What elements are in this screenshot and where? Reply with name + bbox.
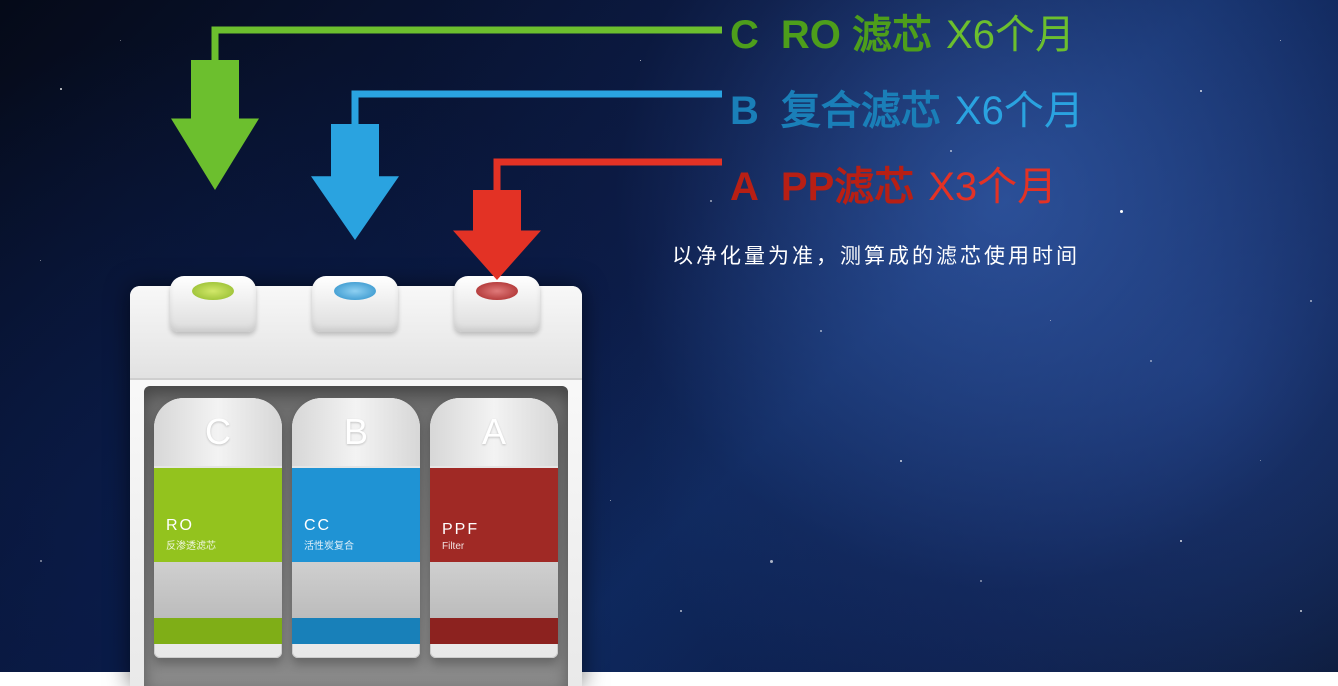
cartridge-b-code: CC <box>304 517 408 535</box>
device-top-panel <box>130 286 582 380</box>
cartridge-b-letter: B <box>292 398 420 468</box>
legend-b-period: X6个月 <box>955 78 1084 136</box>
cap-c <box>170 276 256 332</box>
cap-b <box>312 276 398 332</box>
legend-c-period: X6个月 <box>946 2 1075 60</box>
cartridge-c-letter: C <box>154 398 282 468</box>
cartridge-b-sub: 活性炭复合 <box>304 537 408 552</box>
cartridge-b: B CC 活性炭复合 <box>292 398 420 658</box>
footnote: 以净化量为准，测算成的滤芯使用时间 <box>672 240 1080 270</box>
legend-c-name: RO 滤芯 <box>781 2 932 60</box>
cartridge-a-sub: Filter <box>442 541 546 552</box>
cartridge-c-sub: 反渗透滤芯 <box>166 537 270 552</box>
cartridge-a-letter: A <box>430 398 558 468</box>
legend-c-letter: C <box>730 13 759 58</box>
cartridge-c: C RO 反渗透滤芯 <box>154 398 282 658</box>
cartridge-a-code: PPF <box>442 521 546 539</box>
legend-a-name: PP滤芯 <box>781 154 914 212</box>
legend-a-letter: A <box>730 165 759 210</box>
legend-b-letter: B <box>730 89 759 134</box>
cartridge-c-code: RO <box>166 517 270 535</box>
legend: C RO 滤芯 X6个月 B 复合滤芯 X6个月 A PP滤芯 X3个月 <box>730 0 1084 212</box>
legend-b-name: 复合滤芯 <box>781 78 941 136</box>
purifier-device: C RO 反渗透滤芯 B CC 活性炭复合 A PPF Filter <box>130 286 582 686</box>
cartridge-frame: C RO 反渗透滤芯 B CC 活性炭复合 A PPF Filter <box>144 386 568 686</box>
legend-a-period: X3个月 <box>928 154 1057 212</box>
cap-a <box>454 276 540 332</box>
cartridge-a: A PPF Filter <box>430 398 558 658</box>
